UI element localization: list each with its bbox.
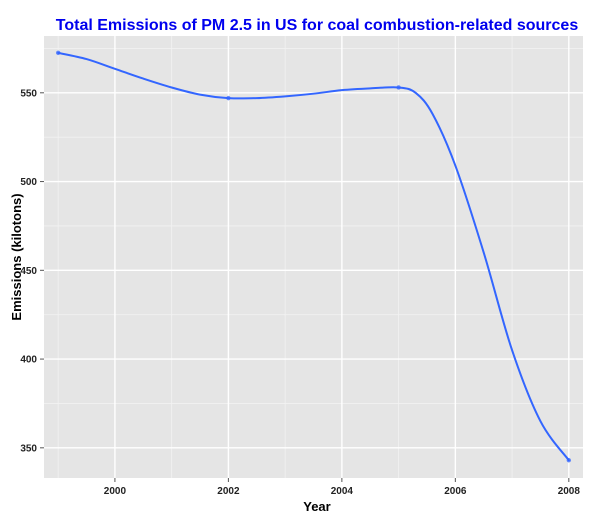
series <box>55 50 572 463</box>
chart-title: Total Emissions of PM 2.5 in US for coal… <box>56 17 579 34</box>
grid <box>44 36 583 478</box>
y-tick-label: 400 <box>20 355 37 366</box>
data-point <box>55 50 61 56</box>
x-tick-label: 2008 <box>558 486 581 497</box>
y-tick-label: 350 <box>20 443 37 454</box>
x-tick-label: 2002 <box>217 486 240 497</box>
y-axis-label: Emissions (kilotons) <box>9 193 24 320</box>
data-point <box>396 85 401 90</box>
ticks: 2000 2002 2004 2006 2008 350 400 450 500 550 <box>20 88 580 497</box>
data-point <box>566 458 572 463</box>
panel-background <box>44 36 583 478</box>
x-axis-label: Year <box>303 499 330 514</box>
y-tick-label: 500 <box>20 177 37 188</box>
x-tick-label: 2004 <box>331 486 354 497</box>
y-tick-label: 450 <box>20 266 37 277</box>
data-point <box>226 95 231 101</box>
y-tick-label: 550 <box>20 88 37 99</box>
x-tick-label: 2000 <box>104 486 127 497</box>
x-tick-label: 2006 <box>444 486 467 497</box>
emissions-line <box>57 51 570 462</box>
